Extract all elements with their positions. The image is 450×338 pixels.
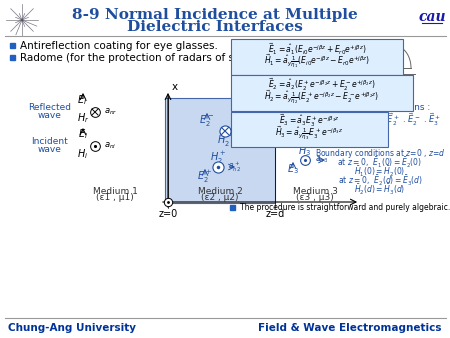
Text: $a_{n2}^-$: $a_{n2}^-$ (238, 124, 251, 136)
Text: (ε1 , μ1): (ε1 , μ1) (96, 193, 134, 202)
FancyBboxPatch shape (231, 75, 413, 111)
Text: $\vec{H}_2 = \hat{a}_y\frac{1}{\eta_2}(E_2^+e^{-j\beta_2 z} - E_2^-e^{+j\beta_2 : $\vec{H}_2 = \hat{a}_y\frac{1}{\eta_2}(E… (264, 89, 380, 105)
Text: $H_2^-$: $H_2^-$ (217, 132, 233, 147)
FancyBboxPatch shape (231, 112, 388, 147)
Text: Reflected: Reflected (28, 103, 72, 113)
Text: $\bar{H}_2(d)=\bar{H}_3(d)$: $\bar{H}_2(d)=\bar{H}_3(d)$ (355, 183, 405, 197)
Text: $a_{n3}$: $a_{n3}$ (315, 155, 328, 165)
FancyBboxPatch shape (231, 39, 403, 75)
Text: $H_3$: $H_3$ (298, 144, 311, 158)
Text: Radome (for the protection of radars of ships): Radome (for the protection of radars of … (20, 53, 260, 63)
Text: Chung-Ang University: Chung-Ang University (8, 323, 136, 333)
Text: wave: wave (293, 126, 317, 136)
Text: Antireflection coating for eye glasses.: Antireflection coating for eye glasses. (20, 41, 218, 51)
Text: Medium 2: Medium 2 (198, 187, 243, 195)
Text: at $z=0$,  $\bar{E}_1(0)=\bar{E}_2(0)$: at $z=0$, $\bar{E}_1(0)=\bar{E}_2(0)$ (338, 156, 423, 170)
Text: x: x (172, 82, 178, 92)
Text: $H_r$: $H_r$ (77, 111, 89, 125)
Text: $E_2^-$: $E_2^-$ (199, 113, 215, 127)
Text: $a_{nr}$: $a_{nr}$ (104, 107, 117, 117)
Text: Medium 3: Medium 3 (292, 187, 338, 195)
Text: Medium 1: Medium 1 (93, 187, 137, 195)
Text: Field & Wave Electromagnetics: Field & Wave Electromagnetics (258, 323, 442, 333)
Text: $E_i$: $E_i$ (78, 127, 88, 141)
Text: $\vec{E}_1 = \hat{a}_1(E_{i0}e^{-j\beta z} + E_{r0}e^{+j\beta z})$: $\vec{E}_1 = \hat{a}_1(E_{i0}e^{-j\beta … (268, 41, 366, 57)
Text: Dielectric Interfaces: Dielectric Interfaces (127, 20, 303, 34)
Text: $H_i$: $H_i$ (77, 147, 89, 161)
Bar (230, 205, 235, 210)
Text: $a_{n2}^+$: $a_{n2}^+$ (228, 160, 241, 174)
Text: $\vec{H}_1 = \hat{a}_y\frac{1}{\eta_1}(E_{i0}e^{-j\beta z} - E_{r0}e^{+j\beta z}: $\vec{H}_1 = \hat{a}_y\frac{1}{\eta_1}(E… (264, 52, 370, 69)
Text: Unknowns :: Unknowns : (378, 103, 430, 113)
Text: $\vec{E}_{r0}$ . $\vec{E}_2^+$ . $\vec{E}_2^-$ . $\vec{E}_3^+$: $\vec{E}_{r0}$ . $\vec{E}_2^+$ . $\vec{E… (367, 112, 441, 128)
Text: The procedure is straightforward and purely algebraic.: The procedure is straightforward and pur… (240, 203, 450, 213)
Text: $H_2^+$: $H_2^+$ (210, 150, 226, 166)
Text: cau: cau (418, 10, 446, 24)
Text: $\vec{E}_3 = \hat{a}_3E_3^+e^{-j\beta_3 z}$: $\vec{E}_3 = \hat{a}_3E_3^+e^{-j\beta_3 … (279, 113, 339, 129)
Text: z=d: z=d (266, 209, 284, 219)
Text: $E_2^+$: $E_2^+$ (198, 169, 212, 185)
Text: $\vec{H}_3 = \hat{a}_y\frac{1}{\eta_3}E_3^+e^{-j\beta_3 z}$: $\vec{H}_3 = \hat{a}_y\frac{1}{\eta_3}E_… (275, 124, 343, 141)
Text: $\vec{E}_2 = \hat{a}_2(E_2^+e^{-j\beta_2 z} + E_2^-e^{+j\beta_2 z})$: $\vec{E}_2 = \hat{a}_2(E_2^+e^{-j\beta_2… (268, 77, 376, 93)
Text: wave: wave (38, 112, 62, 121)
Bar (10, 55, 15, 60)
Text: at $z=0$,  $\bar{E}_2(d)=\bar{E}_3(d)$: at $z=0$, $\bar{E}_2(d)=\bar{E}_3(d)$ (338, 174, 423, 188)
Text: (ε3 , μ3): (ε3 , μ3) (296, 193, 334, 202)
Text: z=0: z=0 (158, 209, 178, 219)
Text: $a_{ni}$: $a_{ni}$ (104, 141, 117, 151)
Text: $E_r$: $E_r$ (77, 93, 89, 107)
Text: Incident: Incident (32, 137, 68, 145)
Text: (ε2 , μ2): (ε2 , μ2) (201, 193, 239, 202)
Text: wave: wave (38, 145, 62, 153)
Bar (10, 43, 15, 48)
Text: Boundary conditions at $z$=0 , $z$=$d$: Boundary conditions at $z$=0 , $z$=$d$ (315, 146, 446, 160)
Text: Transmitted: Transmitted (293, 119, 346, 127)
Text: $E_3$: $E_3$ (287, 162, 299, 176)
Text: 8-9 Normal Incidence at Multiple: 8-9 Normal Incidence at Multiple (72, 8, 358, 22)
Text: $\bar{H}_1(0)=\bar{H}_2(0)$: $\bar{H}_1(0)=\bar{H}_2(0)$ (354, 165, 405, 179)
Bar (165, 98, 275, 203)
